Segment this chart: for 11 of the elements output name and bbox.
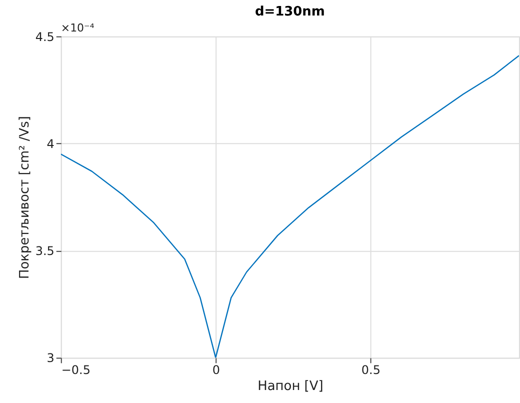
- x-tick-label: 0.5: [361, 363, 380, 378]
- y-axis-title: Покретљивост [cm² /Vs]: [17, 116, 32, 280]
- y-tick-label: 4.5: [35, 30, 54, 44]
- y-tick-label: 3.5: [35, 244, 54, 258]
- x-axis-title: Напон [V]: [258, 379, 324, 394]
- y-tick-label: 3: [46, 351, 54, 366]
- chart-title: d=130nm: [254, 4, 325, 20]
- x-tick-label: 0: [212, 363, 220, 378]
- text: ×10⁻⁴: [60, 21, 95, 34]
- y-tick-label: 4: [46, 136, 54, 151]
- x-tick-label: −0.5: [61, 363, 90, 378]
